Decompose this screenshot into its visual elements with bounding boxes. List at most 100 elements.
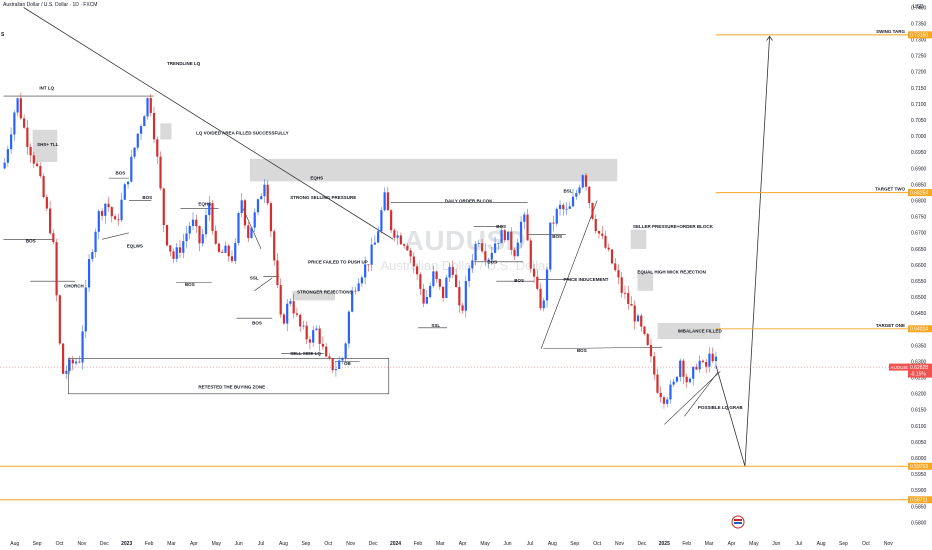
annotation-label: SSL (431, 323, 440, 328)
price-tick-label: 0.6250 (911, 376, 927, 382)
candle-body (282, 314, 286, 324)
candle-body (487, 259, 490, 261)
price-tick-label: 0.7350 (911, 21, 927, 27)
candle-body (662, 397, 666, 404)
price-axis-bg (908, 0, 932, 550)
time-tick-label: Apr (459, 541, 467, 547)
annotation-label: SHS+ TLL (37, 142, 59, 147)
candle-body (347, 311, 351, 344)
annotation-label: INT LQ (39, 86, 54, 91)
candle-body (516, 242, 519, 257)
candle-body (305, 325, 308, 340)
candle-body (169, 245, 172, 252)
price-tick-label: 0.6000 (911, 456, 927, 462)
annotation-label: BOS (252, 321, 262, 326)
candle-body (29, 146, 32, 156)
price-tick-label: 0.6700 (911, 231, 927, 237)
candle-body (429, 285, 432, 298)
candle-body (19, 98, 22, 119)
candle-body (477, 243, 480, 244)
candle-body (195, 219, 198, 227)
candle-body (165, 225, 169, 246)
candle-body (669, 384, 672, 400)
candle-body (513, 249, 516, 257)
candle-body (230, 256, 234, 261)
candle-body (367, 264, 370, 266)
annotation-label: EQUAL HIGH WICK REJECTION (637, 270, 705, 275)
candle-body (510, 231, 513, 250)
zone-rect (657, 322, 721, 340)
candle-body (406, 245, 409, 251)
candle-body (591, 202, 594, 219)
price-axis[interactable]: 0.5800 0.5850 0.5900 0.5950 0.6000 0.6050 0.61… (889, 0, 932, 550)
time-tick-label: Oct (56, 541, 64, 547)
arrow-head-icon (766, 35, 773, 41)
candle-body (467, 268, 471, 282)
candle-body (120, 199, 123, 221)
candle-body (13, 112, 16, 135)
candle-body (386, 192, 389, 211)
candle-body (360, 277, 363, 284)
time-tick-label: Feb (145, 541, 154, 547)
candle-body (45, 197, 48, 209)
price-tick-label: 0.7100 (911, 102, 927, 108)
candle-body (227, 245, 230, 257)
candle-body (201, 234, 204, 244)
candle-body (416, 266, 419, 275)
candle-body (617, 270, 620, 278)
time-axis[interactable]: Aug Sep Oct Nov Dec 2023 Feb Mar Apr May Jun Jul Aug… (10, 541, 893, 547)
time-tick-label: Sep (301, 541, 310, 547)
candle-body (299, 314, 302, 327)
candle-body (156, 139, 159, 157)
time-tick-label: Nov (884, 541, 893, 547)
time-tick-label: Oct (862, 541, 870, 547)
level-price-tag-bg (908, 462, 932, 470)
annotation-label: SELLER PRESSURE+ORDER BLOCK (633, 224, 714, 229)
candle-body (458, 287, 461, 306)
symbol-tag-bg (889, 363, 909, 371)
candle-body (289, 301, 292, 304)
candle-body (325, 346, 328, 357)
candle-body (523, 214, 526, 222)
candle-body (91, 252, 94, 260)
candle-body (286, 303, 289, 324)
candles-layer (3, 92, 718, 409)
price-tick-label: 0.6100 (911, 424, 927, 430)
candle-body (442, 286, 445, 298)
structure-line (684, 371, 719, 417)
annotation-label: BOS (577, 348, 587, 353)
time-tick-label: Jun (772, 541, 780, 547)
annotation-label: EQHS (198, 201, 211, 206)
candle-body (500, 230, 503, 244)
candle-body (445, 277, 448, 298)
candle-body (451, 266, 454, 275)
candle-body (620, 277, 623, 293)
candle-body (107, 203, 110, 208)
candle-body (292, 301, 295, 314)
candle-body (542, 300, 545, 309)
candle-body (529, 240, 532, 269)
candle-body (568, 206, 571, 209)
flag-icon[interactable] (731, 515, 745, 529)
symbol-tag: AUDUSD (891, 365, 911, 370)
price-tick-label: 0.6800 (911, 198, 927, 204)
projection-arrow (715, 36, 770, 467)
candle-body (588, 186, 591, 203)
candle-body (55, 242, 58, 296)
candle-body (328, 356, 331, 359)
candle-body (338, 360, 341, 370)
candle-body (321, 343, 325, 347)
candle-body (370, 244, 373, 265)
annotation-label: LQ VOIDED AREA FILLED SUCCESSFULLY (196, 131, 289, 136)
price-tick-label: 0.5900 (911, 488, 927, 494)
candle-body (224, 245, 227, 253)
candle-body (399, 235, 402, 245)
candle-body (471, 260, 474, 269)
candle-body (185, 233, 188, 242)
time-tick-label: Nov (615, 541, 624, 547)
annotation-label: STRONG SELLING PRESSURE (290, 195, 356, 200)
candle-body (708, 353, 711, 367)
time-tick-label: Mar (167, 541, 176, 547)
annotation-label: TRENDLINE LQ (167, 61, 201, 66)
